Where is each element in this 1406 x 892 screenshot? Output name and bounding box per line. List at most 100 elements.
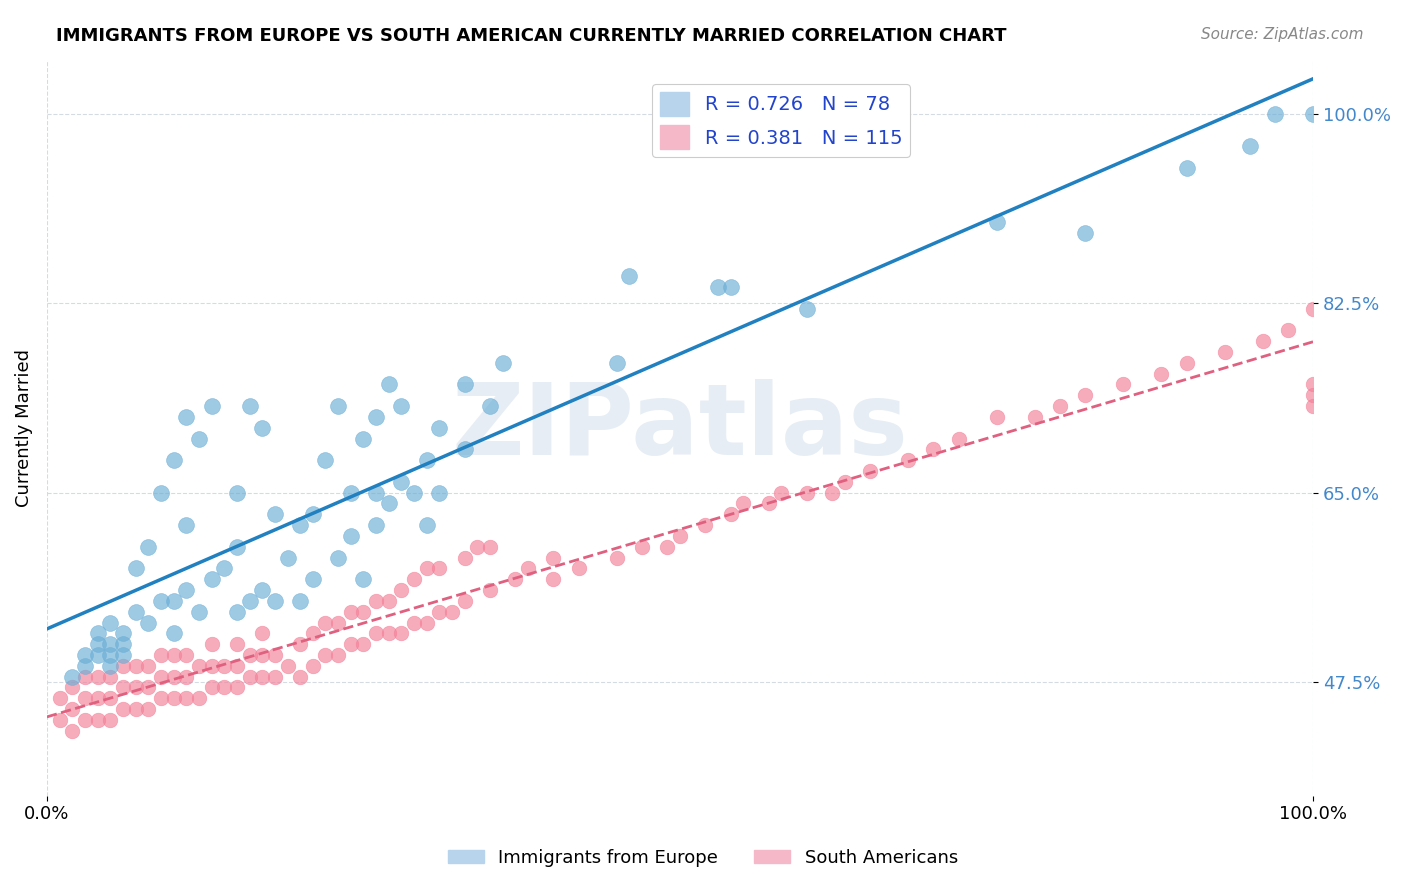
Point bbox=[1277, 323, 1299, 337]
Point bbox=[1150, 367, 1173, 381]
Point bbox=[986, 409, 1008, 424]
Point bbox=[250, 648, 273, 662]
Point bbox=[263, 594, 285, 608]
Point bbox=[48, 713, 70, 727]
Point bbox=[796, 301, 818, 316]
Point bbox=[429, 420, 451, 434]
Point bbox=[149, 485, 172, 500]
Point bbox=[250, 583, 273, 598]
Point bbox=[416, 518, 439, 533]
Point bbox=[263, 670, 285, 684]
Point bbox=[821, 485, 844, 500]
Point bbox=[111, 702, 134, 716]
Point bbox=[86, 648, 108, 662]
Point bbox=[136, 540, 159, 554]
Point bbox=[429, 605, 451, 619]
Point bbox=[416, 453, 439, 467]
Point bbox=[212, 658, 235, 673]
Point bbox=[212, 681, 235, 695]
Point bbox=[124, 681, 146, 695]
Point bbox=[86, 626, 108, 640]
Point bbox=[340, 637, 363, 651]
Point bbox=[796, 485, 818, 500]
Point bbox=[492, 356, 515, 370]
Point bbox=[1074, 388, 1097, 402]
Point bbox=[86, 691, 108, 706]
Point bbox=[454, 594, 477, 608]
Point bbox=[416, 561, 439, 575]
Point bbox=[353, 432, 375, 446]
Point bbox=[48, 691, 70, 706]
Point bbox=[124, 658, 146, 673]
Point bbox=[758, 496, 780, 510]
Point bbox=[720, 508, 742, 522]
Point bbox=[366, 485, 388, 500]
Point bbox=[174, 583, 197, 598]
Point bbox=[328, 615, 350, 630]
Point bbox=[149, 594, 172, 608]
Point bbox=[1302, 377, 1324, 392]
Point bbox=[733, 496, 755, 510]
Point bbox=[174, 648, 197, 662]
Point bbox=[136, 702, 159, 716]
Point bbox=[263, 648, 285, 662]
Point bbox=[859, 464, 882, 478]
Point bbox=[366, 594, 388, 608]
Point bbox=[174, 670, 197, 684]
Point bbox=[98, 648, 121, 662]
Point bbox=[73, 713, 96, 727]
Point bbox=[288, 637, 311, 651]
Point bbox=[366, 626, 388, 640]
Point bbox=[378, 377, 401, 392]
Point bbox=[238, 648, 260, 662]
Point bbox=[250, 670, 273, 684]
Point bbox=[1251, 334, 1274, 348]
Point bbox=[124, 702, 146, 716]
Point bbox=[73, 670, 96, 684]
Point bbox=[200, 399, 222, 413]
Point bbox=[288, 670, 311, 684]
Point bbox=[467, 540, 489, 554]
Point bbox=[162, 453, 184, 467]
Point bbox=[948, 432, 970, 446]
Point bbox=[1049, 399, 1071, 413]
Point bbox=[60, 702, 83, 716]
Point bbox=[98, 713, 121, 727]
Point bbox=[454, 550, 477, 565]
Point bbox=[454, 442, 477, 457]
Point bbox=[86, 670, 108, 684]
Point bbox=[606, 356, 628, 370]
Point bbox=[187, 605, 209, 619]
Point bbox=[543, 572, 565, 586]
Point bbox=[86, 637, 108, 651]
Point bbox=[124, 561, 146, 575]
Point bbox=[391, 583, 413, 598]
Text: Source: ZipAtlas.com: Source: ZipAtlas.com bbox=[1201, 27, 1364, 42]
Point bbox=[225, 540, 247, 554]
Point bbox=[353, 605, 375, 619]
Point bbox=[1302, 106, 1324, 120]
Point bbox=[149, 691, 172, 706]
Point bbox=[366, 409, 388, 424]
Point bbox=[124, 605, 146, 619]
Point bbox=[1112, 377, 1135, 392]
Point bbox=[98, 637, 121, 651]
Point bbox=[98, 615, 121, 630]
Legend: Immigrants from Europe, South Americans: Immigrants from Europe, South Americans bbox=[440, 842, 966, 874]
Point bbox=[162, 670, 184, 684]
Point bbox=[1024, 409, 1046, 424]
Point bbox=[1175, 356, 1198, 370]
Point bbox=[479, 583, 502, 598]
Point bbox=[353, 572, 375, 586]
Point bbox=[200, 658, 222, 673]
Point bbox=[1239, 139, 1261, 153]
Point bbox=[225, 605, 247, 619]
Point bbox=[834, 475, 856, 489]
Point bbox=[1213, 345, 1236, 359]
Point bbox=[416, 615, 439, 630]
Point bbox=[86, 713, 108, 727]
Point bbox=[707, 280, 730, 294]
Point bbox=[200, 637, 222, 651]
Point bbox=[149, 648, 172, 662]
Point bbox=[770, 485, 793, 500]
